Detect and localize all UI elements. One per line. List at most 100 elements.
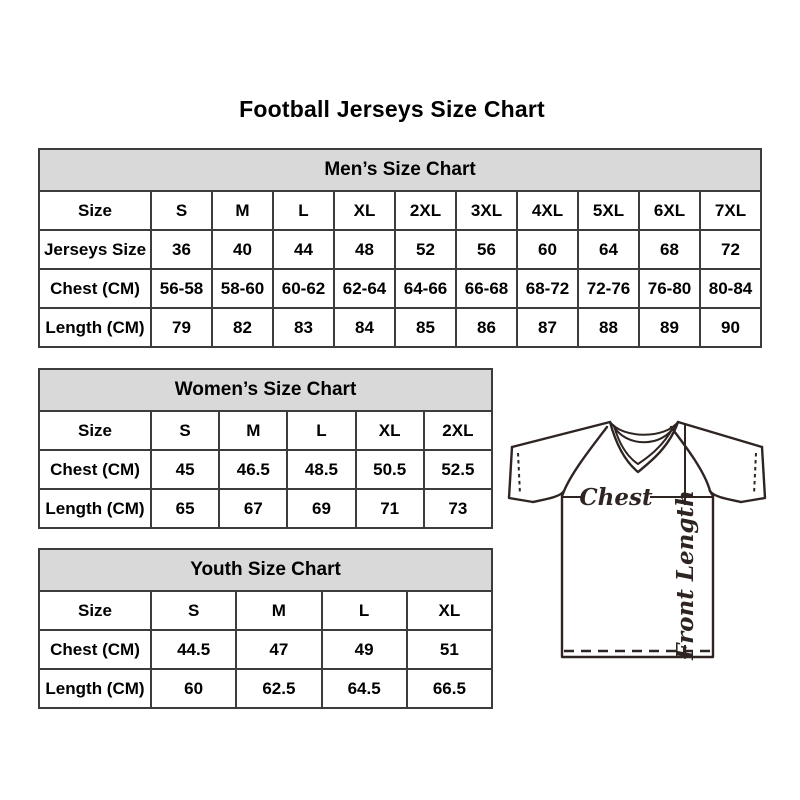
value-cell: 2XL (422, 410, 494, 451)
value-cell: S (150, 190, 213, 231)
table-row: Size S M L XL 2XL 3XL 4XL 5XL 6XL 7XL (38, 190, 762, 231)
value-cell: 4XL (516, 190, 579, 231)
value-cell: 46.5 (218, 449, 289, 490)
table-row: Size S M L XL (38, 590, 494, 631)
value-cell: 50.5 (354, 449, 425, 490)
value-cell: 44 (272, 229, 335, 270)
value-cell: 71 (354, 488, 425, 529)
value-cell: M (235, 590, 323, 631)
value-cell: XL (333, 190, 396, 231)
value-cell: 72 (699, 229, 762, 270)
jersey-right-sleeve-stitch (753, 452, 757, 495)
row-label-cell: Size (38, 410, 152, 451)
jersey-body-outline (560, 489, 715, 659)
table-row: Length (CM) 65 67 69 71 73 (38, 488, 494, 529)
value-cell: 49 (320, 629, 408, 670)
table-header-row: Youth Size Chart (38, 548, 493, 592)
jersey-left-sleeve (507, 445, 535, 504)
value-cell: 82 (211, 307, 274, 348)
value-cell: XL (354, 410, 425, 451)
row-label-cell: Size (38, 590, 152, 631)
table-row: Length (CM) 60 62.5 64.5 66.5 (38, 668, 494, 709)
table-header-row: Women’s Size Chart (38, 368, 493, 412)
value-cell: M (218, 410, 289, 451)
value-cell: 60 (516, 229, 579, 270)
value-cell: 51 (405, 629, 494, 670)
value-cell: 3XL (455, 190, 518, 231)
table-row: Chest (CM) 56-58 58-60 60-62 62-64 64-66 66-68… (38, 268, 762, 309)
table-row: Chest (CM) 45 46.5 48.5 50.5 52.5 (38, 449, 494, 490)
row-label-cell: Size (38, 190, 152, 231)
value-cell: 66-68 (455, 268, 518, 309)
page-title: Football Jerseys Size Chart (239, 96, 545, 122)
value-cell: 60-62 (272, 268, 335, 309)
table-title: Youth Size Chart (38, 548, 493, 592)
value-cell: 64.5 (320, 668, 408, 709)
value-cell: 64-66 (394, 268, 457, 309)
value-cell: L (286, 410, 357, 451)
value-cell: XL (405, 590, 494, 631)
value-cell: 60 (149, 668, 238, 709)
value-cell: 48 (333, 229, 396, 270)
table-title: Women’s Size Chart (38, 368, 493, 412)
row-label-cell: Chest (CM) (38, 268, 152, 309)
value-cell: 36 (150, 229, 213, 270)
jersey-right-shoulder (676, 420, 764, 449)
value-cell: 62.5 (235, 668, 323, 709)
value-cell: L (320, 590, 408, 631)
mens-size-table: Men’s Size Chart Size S M L XL 2XL 3XL 4XL 5XL 6X… (38, 148, 762, 348)
row-label-cell: Length (CM) (38, 488, 152, 529)
value-cell: 85 (394, 307, 457, 348)
row-label-cell: Chest (CM) (38, 449, 152, 490)
womens-size-table: Women’s Size Chart Size S M L XL 2XL Chest (CM… (38, 368, 494, 529)
value-cell: 64 (577, 229, 640, 270)
value-cell: 45 (149, 449, 221, 490)
value-cell: S (149, 590, 238, 631)
value-cell: 86 (455, 307, 518, 348)
value-cell: 72-76 (577, 268, 640, 309)
value-cell: 62-64 (333, 268, 396, 309)
front-length-label-background (672, 505, 698, 645)
value-cell: 88 (577, 307, 640, 348)
value-cell: 52.5 (422, 449, 494, 490)
value-cell: 5XL (577, 190, 640, 231)
table-title: Men’s Size Chart (38, 148, 762, 192)
value-cell: 68-72 (516, 268, 579, 309)
value-cell: 69 (286, 488, 357, 529)
value-cell: 87 (516, 307, 579, 348)
jersey-left-sleeve-stitch (517, 452, 521, 495)
table-header-row: Men’s Size Chart (38, 148, 762, 192)
table-row: Chest (CM) 44.5 47 49 51 (38, 629, 494, 670)
jersey-left-shoulder (510, 420, 612, 449)
jersey-right-sleeve (739, 445, 767, 504)
value-cell: 58-60 (211, 268, 274, 309)
value-cell: 52 (394, 229, 457, 270)
value-cell: 2XL (394, 190, 457, 231)
value-cell: M (211, 190, 274, 231)
value-cell: 44.5 (149, 629, 238, 670)
value-cell: 47 (235, 629, 323, 670)
value-cell: S (149, 410, 221, 451)
value-cell: 83 (272, 307, 335, 348)
jersey-vneck-outer (608, 420, 680, 474)
chest-label-background (583, 484, 650, 509)
table-row: Size S M L XL 2XL (38, 410, 494, 451)
value-cell: 6XL (638, 190, 701, 231)
value-cell: 7XL (699, 190, 762, 231)
value-cell: 56-58 (150, 268, 213, 309)
value-cell: 40 (211, 229, 274, 270)
value-cell: 48.5 (286, 449, 357, 490)
value-cell: 76-80 (638, 268, 701, 309)
value-cell: 65 (149, 488, 221, 529)
value-cell: 84 (333, 307, 396, 348)
table-row: Length (CM) 79 82 83 84 85 86 87 88 89 90 (38, 307, 762, 348)
value-cell: 66.5 (405, 668, 494, 709)
value-cell: 89 (638, 307, 701, 348)
value-cell: 79 (150, 307, 213, 348)
row-label-cell: Chest (CM) (38, 629, 152, 670)
table-row: Jerseys Size 36 40 44 48 52 56 60 64 68 72 (38, 229, 762, 270)
jersey-vneck-inner (613, 425, 675, 465)
row-label-cell: Length (CM) (38, 668, 152, 709)
value-cell: 73 (422, 488, 494, 529)
